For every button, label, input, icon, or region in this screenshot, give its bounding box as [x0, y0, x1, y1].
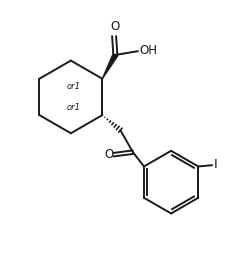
Text: O: O — [111, 20, 120, 33]
Polygon shape — [102, 54, 118, 79]
Text: I: I — [214, 158, 217, 171]
Text: or1: or1 — [66, 103, 80, 112]
Text: or1: or1 — [66, 82, 80, 91]
Text: O: O — [104, 148, 113, 161]
Text: OH: OH — [139, 44, 157, 57]
